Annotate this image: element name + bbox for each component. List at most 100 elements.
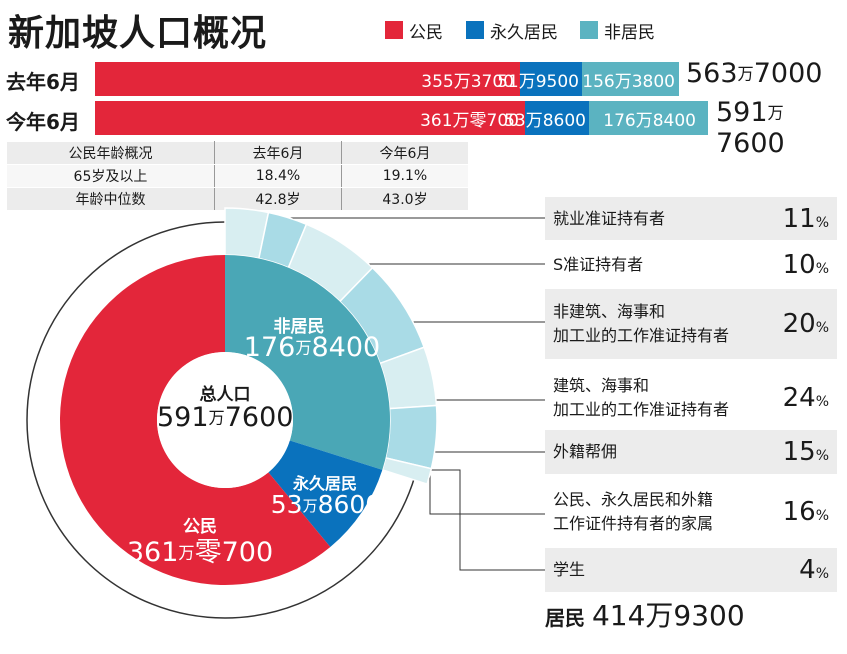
category-students: 学生 4% <box>545 548 837 592</box>
pr-value-wan: 万 <box>302 496 318 515</box>
category-pct-value: 15 <box>782 437 816 467</box>
citizens-slice-value: 361万零700 <box>110 530 290 569</box>
donut-slice <box>225 255 390 470</box>
category-pct-value: 4 <box>799 555 816 585</box>
residents-label: 居民 <box>545 606 585 630</box>
bar-value-citizens-this: 361万零700 <box>420 110 519 131</box>
center-value-wan: 万 <box>208 408 225 428</box>
category-pct-unit: % <box>815 508 829 524</box>
center-value-b: 7600 <box>224 402 294 433</box>
category-pct: 20% <box>783 309 829 339</box>
leader-line <box>406 469 545 571</box>
category-domestic-helpers: 外籍帮佣 15% <box>545 430 837 474</box>
total-last-b: 7000 <box>753 58 823 89</box>
total-this-a: 591 <box>716 97 768 128</box>
legend-swatch-pr <box>466 21 484 39</box>
category-employment-pass: 就业准证持有者 11% <box>545 197 837 240</box>
category-label: 公民、永久居民和外籍 工作证件持有者的家属 <box>553 490 714 533</box>
bar-label-last-year: 去年6月 <box>6 70 80 94</box>
category-label: 学生 <box>553 560 586 579</box>
donut-center-title: 总人口 <box>199 385 251 405</box>
bar-total-last: 563万7000 <box>686 58 822 89</box>
page-title: 新加坡人口概况 <box>8 13 268 54</box>
bar-seg-pr-this: 53万8600 <box>504 101 589 135</box>
donut-hole <box>157 352 293 488</box>
donut-slice <box>268 440 383 548</box>
bar-value-nonres-last: 156万3800 <box>582 71 675 92</box>
bar-seg-nonres-this: 176万8400 <box>589 101 708 135</box>
category-pct: 10% <box>783 250 829 280</box>
center-value-a: 591 <box>157 402 209 433</box>
category-label: 非建筑、海事和 加工业的工作准证持有者 <box>553 302 730 345</box>
category-pct-value: 20 <box>782 309 816 339</box>
bar-seg-citizens-last: 355万3700 <box>95 62 520 96</box>
category-pct: 4% <box>799 555 829 585</box>
category-pct-unit: % <box>815 214 829 231</box>
bar-seg-pr-last: 51万9500 <box>497 62 582 96</box>
bar-value-citizens-last: 355万3700 <box>421 71 514 92</box>
bar-label-this-year: 今年6月 <box>6 110 80 134</box>
bar-value-pr-last: 51万9500 <box>497 71 579 92</box>
category-pct: 16% <box>783 497 829 527</box>
citizens-value-a: 361 <box>126 537 179 568</box>
legend-swatch-nonres <box>580 21 598 39</box>
category-label: 就业准证持有者 <box>553 208 666 228</box>
category-pct-unit: % <box>815 394 829 410</box>
bar-value-pr-this: 53万8600 <box>504 110 586 131</box>
category-label: S准证持有者 <box>553 255 644 274</box>
category-pct: 11% <box>783 204 829 234</box>
citizens-value-b: 零700 <box>194 537 274 568</box>
bar-value-nonres-this: 176万8400 <box>603 110 696 131</box>
nonres-value-wan: 万 <box>295 338 312 358</box>
age-table-header: 公民年龄概况 去年6月 今年6月 <box>6 141 470 165</box>
bar-this-year: 361万零700 53万8600 176万8400 <box>95 101 708 135</box>
category-wp-construction: 建筑、海事和 加工业的工作准证持有者 24% <box>545 368 837 428</box>
legend-nonres: 非居民 <box>580 18 655 43</box>
category-pct: 24% <box>783 383 829 413</box>
legend-citizens: 公民 <box>385 18 443 43</box>
category-pct-value: 24 <box>782 383 816 413</box>
donut-center-value: 591万7600 <box>157 402 293 433</box>
pr-value-a: 53 <box>270 490 303 519</box>
nonres-value-b: 8400 <box>311 332 381 363</box>
legend-label-citizens: 公民 <box>409 22 443 43</box>
total-this-wan: 万 <box>767 103 784 123</box>
nonres-slice-label: 非居民 <box>273 317 325 337</box>
population-slices <box>60 255 390 585</box>
age-table-cell: 今年6月 <box>340 141 470 165</box>
category-pct-unit: % <box>815 448 829 464</box>
age-table-cell: 43.0岁 <box>340 187 470 211</box>
category-pct-value: 10 <box>782 250 816 280</box>
category-pct-unit: % <box>815 566 829 582</box>
total-last-a: 563 <box>686 58 738 89</box>
bar-seg-nonres-last: 156万3800 <box>582 62 679 96</box>
category-pct-unit: % <box>815 261 829 277</box>
age-table: 公民年龄概况 去年6月 今年6月 65岁及以上 18.4% 19.1% 年龄中位… <box>6 141 470 211</box>
category-pct-value: 16 <box>782 497 816 527</box>
category-s-pass: S准证持有者 10% <box>545 244 837 286</box>
residents-total: 居民 414万9300 <box>545 594 745 634</box>
legend-pr: 永久居民 <box>466 18 558 43</box>
pr-slice-label: 永久居民 <box>292 474 357 493</box>
pr-slice-value: 53万8600 <box>265 490 387 519</box>
nonres-value-a: 176 <box>243 332 296 363</box>
legend-label-nonres: 非居民 <box>604 22 655 43</box>
category-label: 外籍帮佣 <box>553 442 618 461</box>
bar-last-year: 355万3700 51万9500 156万3800 <box>95 62 679 96</box>
age-table-cell: 65岁及以上 <box>6 164 215 188</box>
donut-slice <box>60 255 331 585</box>
legend-label-pr: 永久居民 <box>490 22 558 43</box>
category-dependants: 公民、永久居民和外籍 工作证件持有者的家属 16% <box>545 482 837 542</box>
citizens-slice-label: 公民 <box>183 517 217 537</box>
legend-swatch-citizens <box>385 21 403 39</box>
category-label: 建筑、海事和 加工业的工作准证持有者 <box>553 376 730 419</box>
age-table-row: 年龄中位数 42.8岁 43.0岁 <box>6 187 470 211</box>
total-this-b: 7600 <box>716 128 785 159</box>
age-table-cell: 42.8岁 <box>213 187 342 211</box>
bar-total-this: 591万 7600 <box>716 97 847 159</box>
age-table-cell: 18.4% <box>213 164 342 188</box>
category-pct-unit: % <box>815 320 829 336</box>
total-last-wan: 万 <box>737 64 754 84</box>
residents-value: 414万9300 <box>591 599 745 632</box>
